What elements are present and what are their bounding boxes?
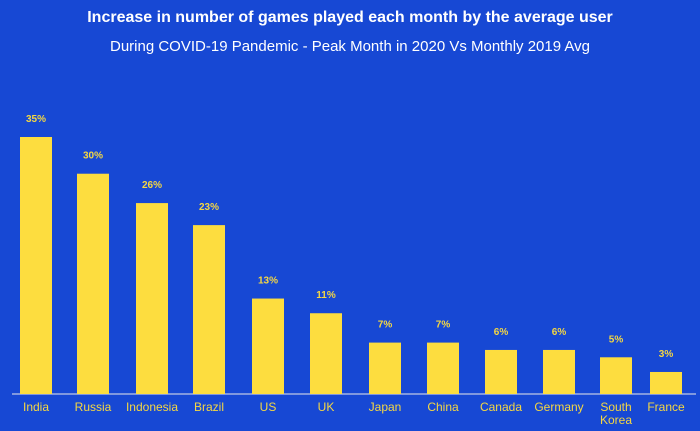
category-label: Indonesia [126,400,178,414]
category-label: Japan [369,400,402,414]
bar-brazil [193,225,225,394]
bar-us [252,298,284,394]
category-label: Germany [534,400,583,414]
value-label: 5% [609,334,624,345]
chart-title: Increase in number of games played each … [87,9,613,26]
value-label: 6% [552,327,567,338]
value-label: 23% [199,202,219,213]
category-label: Russia [75,400,112,414]
bar-japan [369,342,401,394]
bar-indonesia [136,203,168,394]
category-label: South Korea [600,400,632,427]
chart-subtitle: During COVID-19 Pandemic - Peak Month in… [110,38,590,55]
bar-germany [543,349,575,394]
value-label: 30% [83,151,103,162]
category-label: US [260,400,277,414]
value-label: 7% [436,320,451,331]
bar-south-korea [600,357,632,394]
value-label: 35% [26,114,46,125]
value-label: 26% [142,180,162,191]
category-label: Canada [480,400,522,414]
value-label: 13% [258,276,278,287]
bar-canada [485,349,517,394]
value-label: 7% [378,320,393,331]
category-label: France [647,400,685,414]
value-label: 11% [316,290,336,301]
category-label: UK [318,400,335,414]
bar-russia [77,173,109,394]
category-label: Brazil [194,400,224,414]
bar-india [20,137,52,394]
bar-uk [310,313,342,394]
bar-china [427,342,459,394]
value-label: 3% [659,349,674,360]
category-label: China [427,400,459,414]
bar-france [650,371,682,394]
value-label: 6% [494,327,509,338]
category-label: India [23,400,49,414]
